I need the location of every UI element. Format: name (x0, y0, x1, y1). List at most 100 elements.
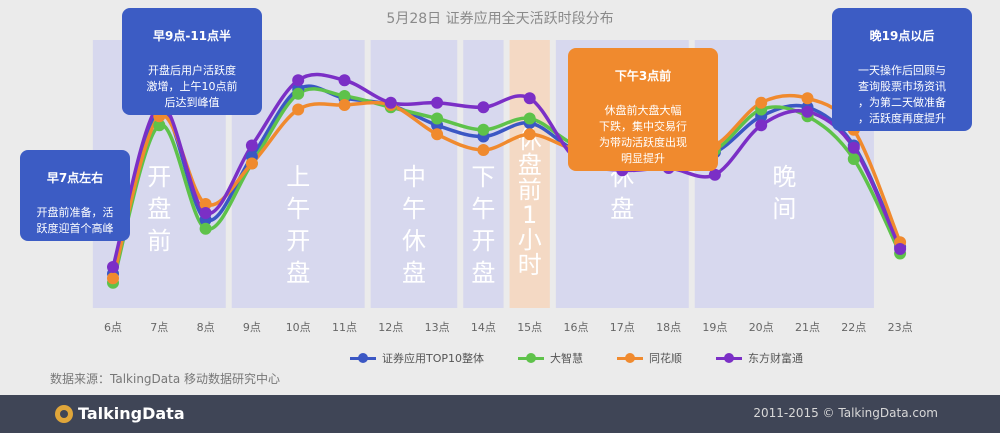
callout-body: 一天操作后回顾与 查询股票市场资讯 ，为第二天做准备 ，活跃度再度提升 (858, 64, 946, 125)
band-label-char: 午 (286, 195, 310, 223)
x-tick-label: 13点 (425, 321, 450, 334)
logo-icon (55, 404, 73, 423)
legend-item: 东方财富通 (716, 350, 803, 366)
band-label-char: 前 (518, 176, 542, 204)
x-tick-label: 19点 (702, 321, 727, 334)
data-point (384, 96, 397, 109)
legend-label: 大智慧 (550, 352, 584, 365)
callout-heading: 早9点-11点半 (152, 29, 232, 43)
data-point (755, 96, 768, 109)
data-point (894, 243, 907, 255)
x-tick-label: 14点 (471, 321, 496, 334)
data-point (292, 74, 305, 87)
data-point (199, 207, 212, 219)
callout-heading: 下午3点前 (614, 69, 672, 83)
legend-label: 同花顺 (649, 352, 683, 365)
x-tick-label: 21点 (795, 321, 820, 334)
x-tick-label: 11点 (332, 321, 357, 334)
band-label-char: 上 (286, 163, 310, 191)
band-label-char: 盘 (518, 151, 542, 179)
band-label-char: 中 (402, 163, 426, 191)
x-tick-label: 18点 (656, 321, 681, 334)
band-label-char: 间 (772, 195, 796, 223)
data-point (847, 141, 860, 154)
footer-bar: TalkingData 2011-2015 © TalkingData.com (0, 395, 1000, 433)
data-point (245, 139, 258, 152)
callout-heading: 晚19点以后 (869, 29, 935, 43)
data-point (755, 119, 768, 132)
band-label-char: 午 (402, 195, 426, 223)
callout-7am: 早7点左右 开盘前准备，活 跃度迎首个高峰 (20, 150, 130, 241)
callout-3pm: 下午3点前 休盘前大盘大幅 下跌，集中交易行 为带动活跃度出现 明显提升 (568, 48, 718, 171)
band-label-char: 午 (471, 195, 495, 223)
legend-swatch-icon (716, 353, 743, 363)
data-point (245, 157, 258, 170)
legend-swatch-icon (617, 353, 644, 363)
data-point (847, 153, 860, 165)
brand-logo: TalkingData (55, 404, 185, 423)
callout-body: 开盘后用户活跃度 激增，上午10点前 后达到峰值 (146, 64, 238, 109)
data-point (338, 99, 351, 111)
data-point (477, 101, 490, 114)
chart-legend: 证券应用TOP10整体 大智慧 同花顺 东方财富通 (350, 350, 803, 366)
logo-text: TalkingData (78, 404, 185, 423)
legend-item: 大智慧 (518, 350, 583, 366)
copyright: 2011-2015 © TalkingData.com (753, 406, 938, 420)
band-label-char: 休 (402, 227, 426, 255)
time-band (370, 40, 458, 308)
x-tick-label: 17点 (610, 321, 635, 334)
data-point (431, 128, 444, 141)
data-point (292, 103, 305, 116)
data-point (801, 92, 814, 105)
chart-title: 5月28日 证券应用全天活跃时段分布 (386, 11, 614, 27)
band-label-char: 盘 (402, 259, 426, 287)
x-tick-label: 23点 (888, 321, 913, 334)
x-tick-label: 7点 (150, 321, 168, 334)
band-label-char: 1 (522, 201, 537, 229)
data-point (708, 168, 721, 181)
data-point (477, 123, 490, 136)
data-point (107, 272, 119, 285)
band-label-char: 开 (286, 227, 310, 255)
x-tick-label: 10点 (286, 321, 311, 334)
band-label-char: 开 (147, 163, 171, 191)
band-label-char: 盘 (286, 259, 310, 287)
legend-swatch-icon (518, 353, 545, 363)
callout-9-11am: 早9点-11点半 开盘后用户活跃度 激增，上午10点前 后达到峰值 (122, 8, 262, 115)
legend-swatch-icon (350, 353, 376, 363)
data-point (338, 90, 351, 102)
band-label-char: 前 (147, 227, 171, 255)
data-point (431, 96, 444, 109)
callout-body: 开盘前准备，活 跃度迎首个高峰 (36, 206, 114, 235)
data-point (523, 92, 536, 105)
data-point (431, 112, 444, 125)
x-tick-label: 15点 (517, 321, 542, 334)
time-band (463, 40, 504, 308)
x-tick-label: 8点 (197, 321, 215, 334)
callout-7pm: 晚19点以后 一天操作后回顾与 查询股票市场资讯 ，为第二天做准备 ，活跃度再度… (832, 8, 972, 131)
band-label-char: 盘 (147, 195, 171, 223)
x-tick-label: 20点 (749, 321, 774, 334)
time-band (509, 40, 550, 308)
data-point (153, 119, 166, 132)
data-source: 数据来源：TalkingData 移动数据研究中心 (50, 372, 281, 386)
data-point (199, 198, 212, 210)
data-point (523, 112, 536, 125)
legend-item: 同花顺 (617, 350, 682, 366)
callout-body: 休盘前大盘大幅 下跌，集中交易行 为带动活跃度出现 明显提升 (599, 104, 687, 165)
x-tick-label: 6点 (104, 321, 122, 334)
data-point (523, 128, 536, 141)
x-tick-label: 22点 (841, 321, 866, 334)
data-point (338, 74, 351, 87)
data-point (199, 222, 212, 235)
band-label-char: 晚 (772, 163, 796, 191)
x-tick-label: 16点 (564, 321, 589, 334)
band-label-char: 小 (518, 226, 542, 254)
data-point (801, 105, 814, 118)
band-label-char: 下 (471, 163, 495, 191)
band-label-char: 时 (518, 251, 542, 279)
x-tick-label: 12点 (378, 321, 403, 334)
legend-label: 证券应用TOP10整体 (382, 352, 485, 365)
legend-label: 东方财富通 (748, 352, 804, 365)
legend-item: 证券应用TOP10整体 (350, 350, 484, 366)
